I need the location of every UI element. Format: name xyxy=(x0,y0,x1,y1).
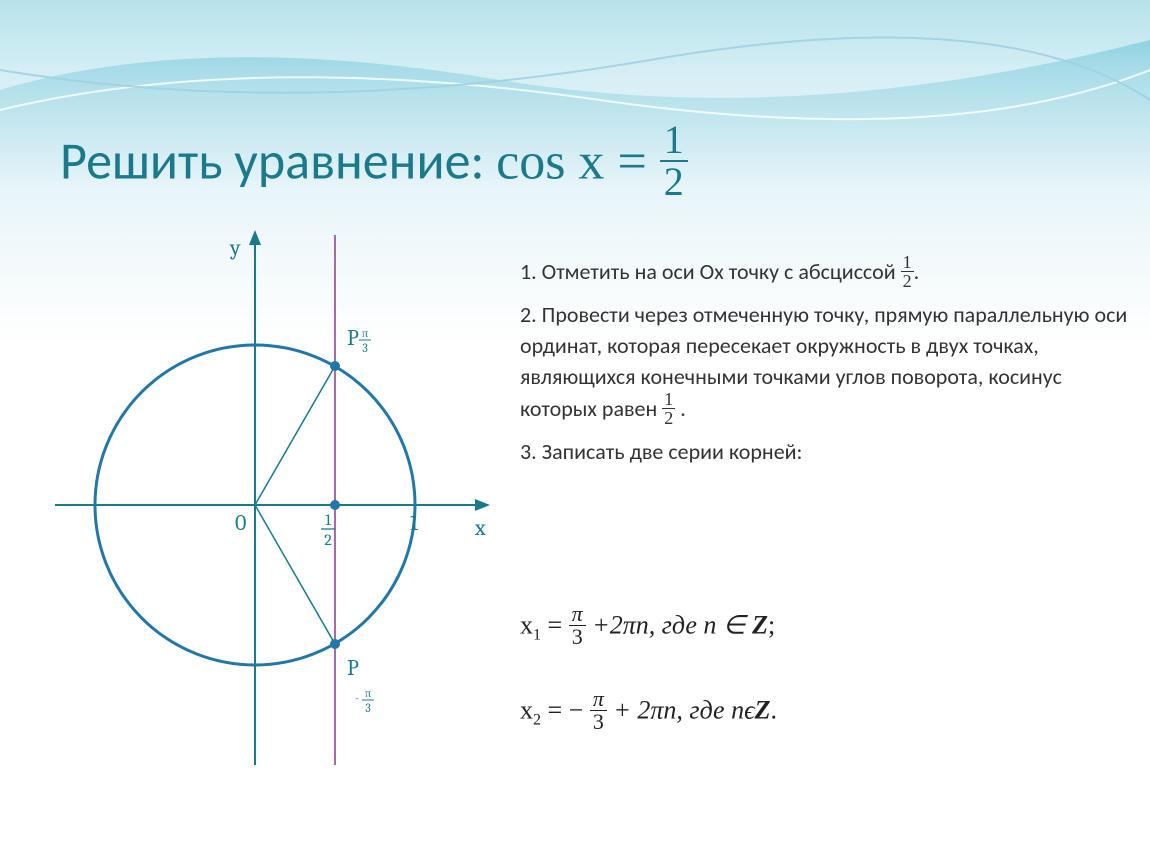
formula-x1: x1 = π3 +2πn, где n ∈ Z; xyxy=(520,605,777,650)
title-equals: = xyxy=(604,133,659,190)
x1-sub: 1 xyxy=(533,627,541,644)
step-1: 1. Отметить на оси Ох точку с абсциссой … xyxy=(520,255,1130,292)
step2-post: . xyxy=(675,395,686,422)
step1-pre: 1. Отметить на оси Ох точку с абсциссой xyxy=(520,258,901,285)
label-p-lower: P - π 3 xyxy=(347,655,374,715)
x2-frac-n: π xyxy=(590,688,607,711)
x2-frac: π3 xyxy=(590,688,607,733)
p-upper-letter: P xyxy=(347,325,359,351)
x1-frac: π3 xyxy=(569,603,586,648)
x1-semi: ; xyxy=(768,610,775,639)
label-x-axis: x xyxy=(474,515,486,541)
p-upper-den: 3 xyxy=(362,341,368,355)
p-lower-num: π xyxy=(365,686,371,700)
unit-circle-diagram: y x 0 1 1 2 P π 3 P - π 3 xyxy=(35,225,495,765)
half-den: 2 xyxy=(324,531,332,549)
step2-frac: 12 xyxy=(662,390,675,427)
x2-set: Z xyxy=(755,695,771,724)
label-half-fraction: 1 2 xyxy=(321,511,335,549)
title-fraction: 12 xyxy=(660,120,688,202)
x1-frac-d: 3 xyxy=(569,626,586,648)
radius-line-upper xyxy=(255,366,335,505)
step1-frac-n: 1 xyxy=(901,253,914,272)
label-zero: 0 xyxy=(235,510,246,536)
x1-var: x xyxy=(520,610,533,639)
p-lower-letter: P xyxy=(347,655,359,681)
step2-frac-n: 1 xyxy=(662,390,675,409)
p-lower-den: 3 xyxy=(365,701,371,715)
title-frac-num: 1 xyxy=(660,120,688,162)
solution-formulas: x1 = π3 +2πn, где n ∈ Z; x2 = − π3 + 2πn… xyxy=(520,605,777,775)
x2-var: x xyxy=(520,695,533,724)
step1-frac-d: 2 xyxy=(901,272,914,290)
x2-semi: . xyxy=(770,695,777,724)
label-one: 1 xyxy=(410,510,419,536)
step2-frac-d: 2 xyxy=(662,409,675,427)
formula-x2: x2 = − π3 + 2πn, где nϵZ. xyxy=(520,690,777,735)
label-p-upper: P π 3 xyxy=(347,325,371,355)
x1-eq: = xyxy=(541,610,569,639)
radius-line-lower xyxy=(255,505,335,644)
point-upper xyxy=(330,361,340,371)
x1-rest: +2πn, где n ∈ xyxy=(586,610,752,639)
x1-frac-n: π xyxy=(569,603,586,626)
x1-set: Z xyxy=(752,610,768,639)
step-3: 3. Записать две серии корней: xyxy=(520,437,1130,468)
title-frac-den: 2 xyxy=(660,162,688,202)
x2-frac-d: 3 xyxy=(590,711,607,733)
x2-eq: = − xyxy=(541,695,590,724)
x-axis-arrow xyxy=(475,499,490,511)
label-y-axis: y xyxy=(229,235,241,261)
p-lower-neg: - xyxy=(355,691,359,705)
page-title: Решить уравнение: cos x = 12 xyxy=(60,125,688,207)
title-prefix: Решить уравнение: xyxy=(60,128,496,192)
diagram-svg: y x 0 1 1 2 P π 3 P - π 3 xyxy=(35,225,495,765)
step2-pre: 2. Провести через отмеченную точку, прям… xyxy=(520,301,1127,422)
title-cos-x: cos x xyxy=(496,133,604,190)
p-upper-num: π xyxy=(362,326,368,340)
step1-post: . xyxy=(914,258,920,285)
x2-rest: + 2πn, где nϵ xyxy=(607,695,755,724)
step-2: 2. Провести через отмеченную точку, прям… xyxy=(520,300,1130,429)
half-num: 1 xyxy=(325,511,331,529)
x2-sub: 2 xyxy=(533,712,541,729)
y-axis-arrow xyxy=(249,230,261,245)
step1-frac: 12 xyxy=(901,253,914,290)
point-axis-half xyxy=(330,500,340,510)
steps-text: 1. Отметить на оси Ох точку с абсциссой … xyxy=(520,255,1130,476)
point-lower xyxy=(330,639,340,649)
